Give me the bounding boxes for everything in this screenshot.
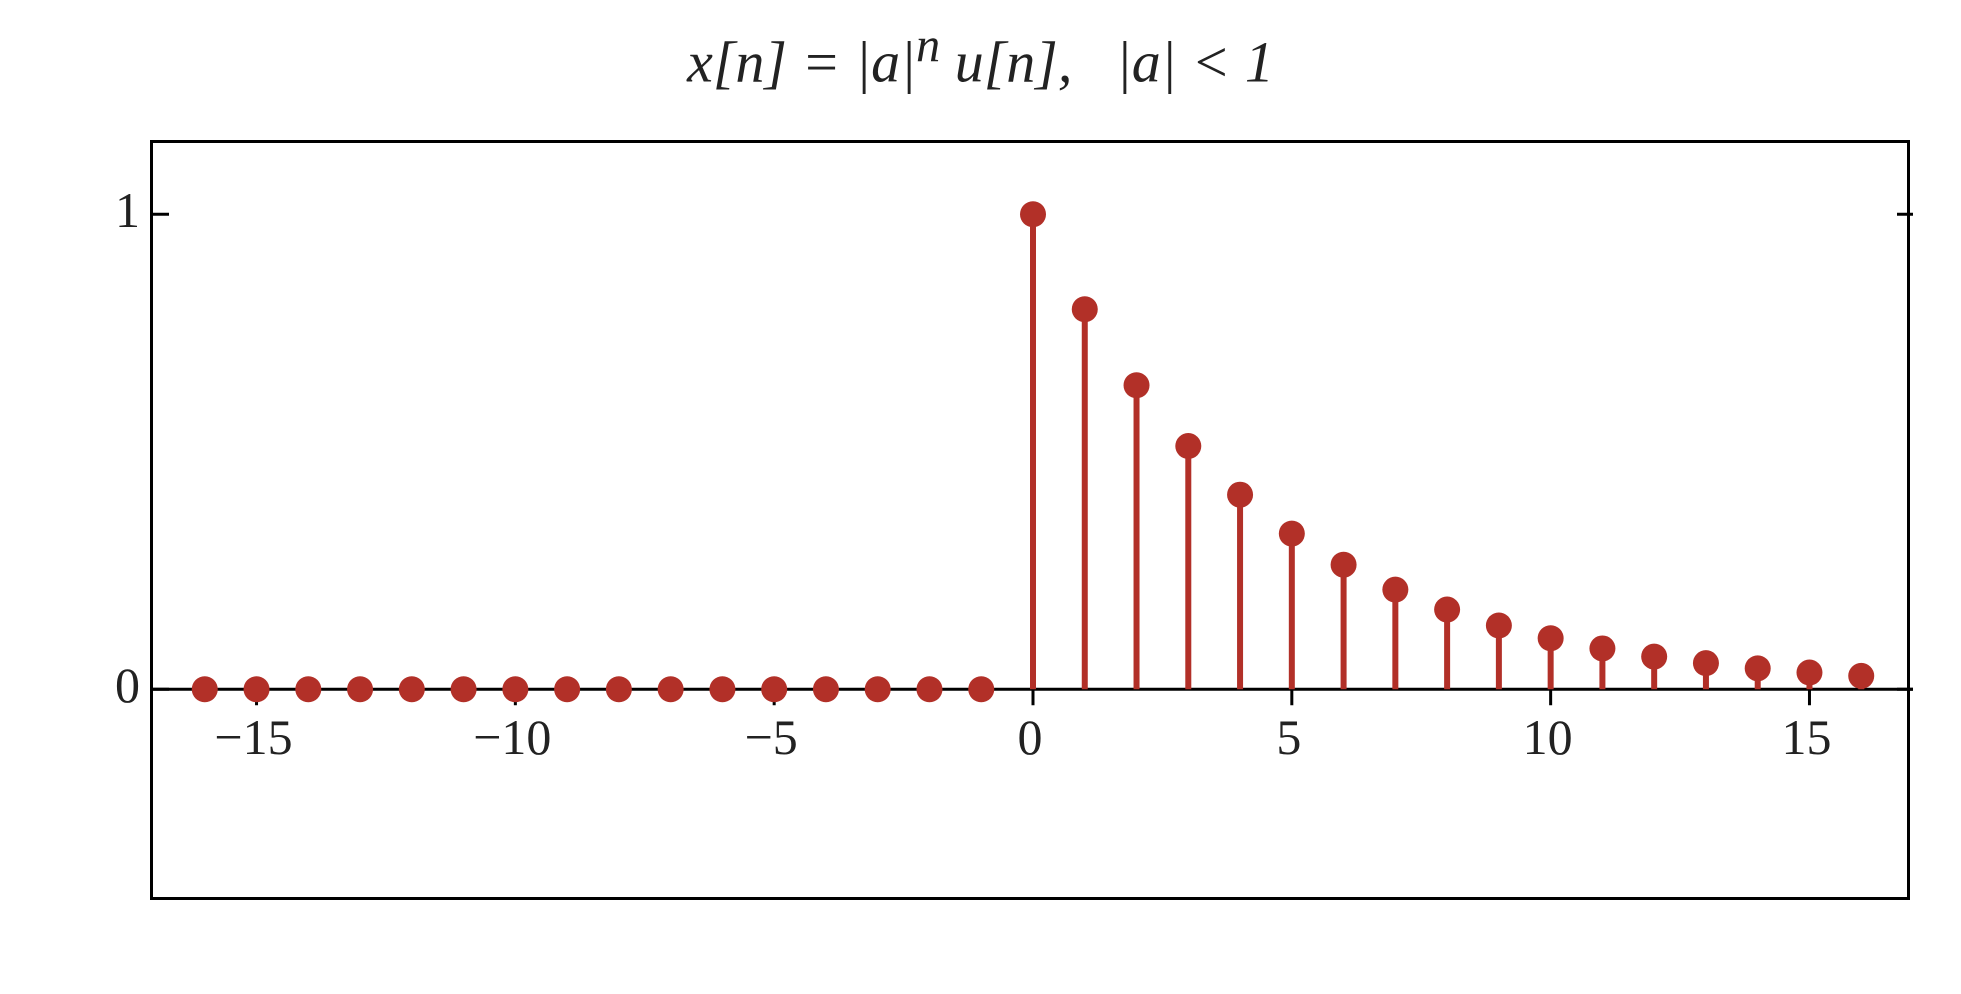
x-tick-label: −10: [452, 708, 572, 766]
x-tick-label: 5: [1229, 708, 1349, 766]
stem-plot-area: [150, 140, 1910, 900]
y-tick-label: 0: [60, 656, 140, 714]
x-tick-label: 15: [1746, 708, 1866, 766]
chart-title: x[n] = |a|n u[n], |a| < 1: [0, 18, 1961, 95]
x-tick-label: −5: [711, 708, 831, 766]
x-tick-label: 10: [1488, 708, 1608, 766]
y-tick-label: 1: [60, 181, 140, 239]
x-tick-label: 0: [970, 708, 1090, 766]
x-tick-label: −15: [194, 708, 314, 766]
stem-plot-svg: [153, 143, 1913, 903]
